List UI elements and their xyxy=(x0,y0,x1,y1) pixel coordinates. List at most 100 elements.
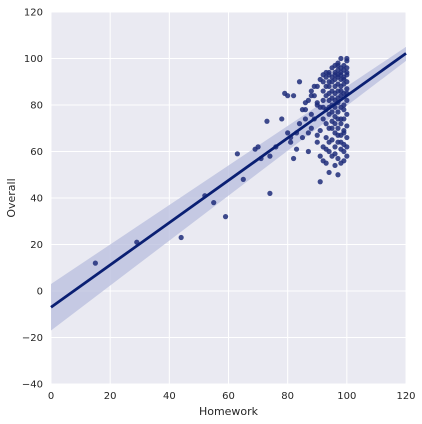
data-point xyxy=(344,111,350,117)
regression-line-group xyxy=(50,52,407,309)
data-point xyxy=(305,130,311,136)
data-point xyxy=(329,74,335,80)
data-point xyxy=(338,121,344,127)
data-point xyxy=(299,107,306,113)
data-point xyxy=(255,144,261,150)
data-point xyxy=(311,83,317,89)
data-point xyxy=(335,172,341,178)
data-point xyxy=(326,79,332,85)
data-point xyxy=(329,125,335,131)
data-point xyxy=(344,69,350,76)
x-axis-label: Homework xyxy=(199,405,259,418)
data-point xyxy=(335,155,341,162)
y-tick-label: 40 xyxy=(30,194,43,205)
data-point xyxy=(279,116,285,122)
data-point xyxy=(341,76,347,83)
data-point xyxy=(290,155,297,162)
data-point xyxy=(317,179,323,185)
data-point xyxy=(332,90,338,96)
data-point xyxy=(320,104,326,110)
data-point xyxy=(317,153,323,159)
data-point xyxy=(341,130,347,136)
data-point xyxy=(302,100,309,106)
data-point xyxy=(344,65,350,71)
x-tick-label: 120 xyxy=(396,391,415,402)
data-point xyxy=(92,260,98,266)
data-point xyxy=(234,151,240,157)
data-point xyxy=(338,69,344,76)
data-point xyxy=(341,107,347,113)
x-tick-label: 40 xyxy=(163,391,176,402)
data-point xyxy=(317,127,323,134)
data-point xyxy=(302,116,309,122)
data-point xyxy=(326,169,332,176)
data-point xyxy=(320,72,326,78)
data-point xyxy=(344,153,350,159)
data-point xyxy=(320,116,326,122)
data-point xyxy=(296,79,303,85)
x-tick-label: 20 xyxy=(104,391,117,402)
data-point xyxy=(326,90,332,96)
data-point xyxy=(344,134,350,141)
regression-line xyxy=(50,52,407,309)
data-point xyxy=(285,93,291,99)
y-axis-label: Overall xyxy=(5,178,18,217)
data-point xyxy=(341,102,347,108)
data-point xyxy=(344,55,350,62)
data-point xyxy=(323,83,329,89)
data-point xyxy=(314,139,320,145)
data-point xyxy=(344,97,350,103)
data-point xyxy=(341,148,347,155)
data-point xyxy=(335,62,341,69)
data-point xyxy=(320,158,326,164)
data-point xyxy=(332,162,338,169)
data-point xyxy=(308,88,314,94)
data-point xyxy=(264,118,270,124)
data-point xyxy=(338,55,344,62)
data-point xyxy=(323,146,329,152)
data-point xyxy=(335,132,341,138)
y-tick-label: 60 xyxy=(30,147,43,158)
x-tick-label: 100 xyxy=(337,391,356,402)
data-point xyxy=(338,139,344,145)
data-point xyxy=(314,100,320,106)
data-point xyxy=(314,132,320,138)
data-point xyxy=(267,190,273,196)
data-point xyxy=(341,158,347,164)
data-point xyxy=(332,144,338,150)
x-tick-labels: 0 20 40 60 80 100 120 xyxy=(48,391,416,402)
grid-lines xyxy=(50,11,407,385)
data-point xyxy=(308,93,314,99)
y-tick-label: 20 xyxy=(30,240,43,251)
data-point xyxy=(323,134,329,141)
data-point xyxy=(326,139,332,145)
y-tick-label: 0 xyxy=(37,287,43,298)
data-point xyxy=(290,93,297,99)
data-point xyxy=(344,144,350,150)
data-point xyxy=(308,111,314,117)
data-point xyxy=(178,234,184,241)
y-tick-label: 100 xyxy=(24,54,43,65)
data-point xyxy=(329,95,335,101)
y-tick-label: −40 xyxy=(22,380,43,391)
data-point xyxy=(211,200,217,206)
data-point xyxy=(240,176,246,182)
data-point xyxy=(305,148,311,155)
data-point xyxy=(338,88,344,94)
data-point xyxy=(344,86,350,92)
data-point xyxy=(344,123,350,129)
x-tick-label: 80 xyxy=(281,391,294,402)
x-tick-label: 0 xyxy=(48,391,54,402)
data-point xyxy=(222,214,229,220)
data-point xyxy=(320,88,326,94)
data-point xyxy=(288,139,294,145)
data-point xyxy=(332,151,338,157)
data-point xyxy=(296,121,303,127)
data-point xyxy=(338,116,344,122)
data-point xyxy=(320,97,326,103)
data-point xyxy=(323,121,329,127)
y-tick-labels: −40 −20 0 20 40 60 80 100 120 xyxy=(22,8,43,391)
y-tick-label: 80 xyxy=(30,101,43,112)
